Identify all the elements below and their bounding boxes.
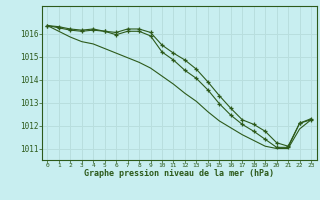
X-axis label: Graphe pression niveau de la mer (hPa): Graphe pression niveau de la mer (hPa)	[84, 169, 274, 178]
